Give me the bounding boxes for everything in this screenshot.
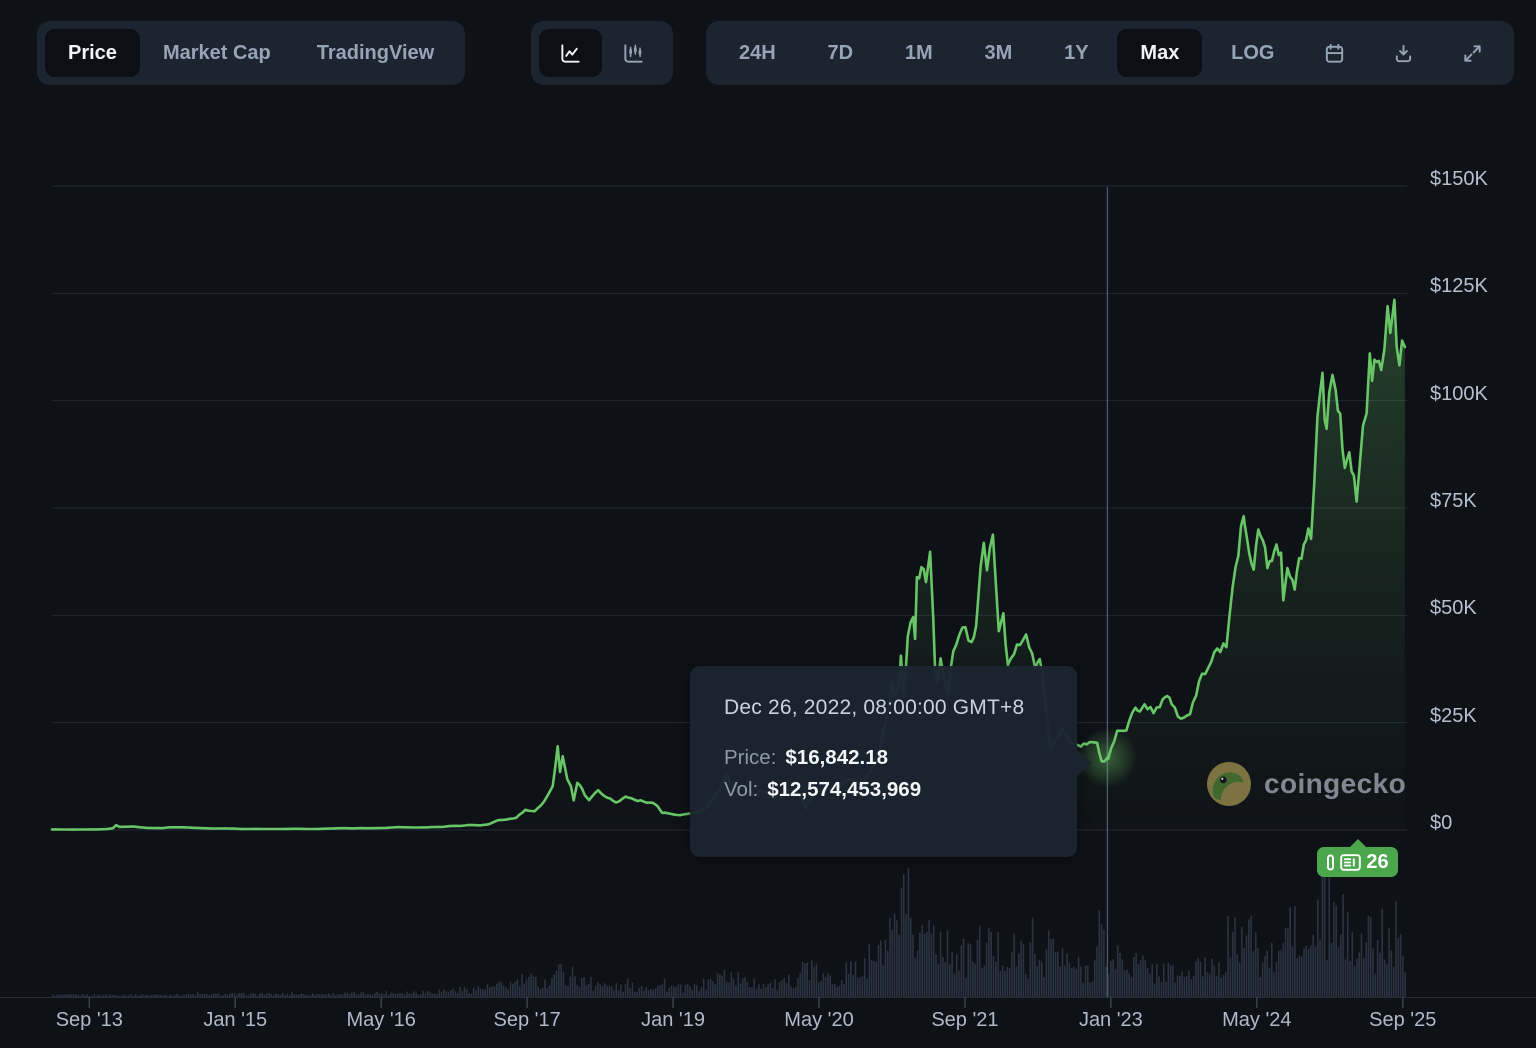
download-button[interactable] <box>1372 29 1435 77</box>
line-chart-button[interactable] <box>539 29 602 77</box>
x-tick-label: Sep '25 <box>1369 1009 1437 1031</box>
y-tick-label: $150K <box>1430 168 1488 190</box>
tooltip-vol-row: Vol: $12,574,453,969 <box>724 778 1077 802</box>
range-24h[interactable]: 24H <box>716 29 799 77</box>
fullscreen-button[interactable] <box>1441 29 1504 77</box>
range-3m[interactable]: 3M <box>962 29 1036 77</box>
expand-icon <box>1464 44 1481 62</box>
tab-tradingview[interactable]: TradingView <box>294 29 457 77</box>
news-count-badge[interactable]: 26 <box>1317 847 1398 877</box>
metric-switcher: Price Market Cap TradingView <box>37 21 466 85</box>
coingecko-wordmark: coingecko <box>1264 768 1407 799</box>
tooltip-vol-label: Vol: <box>724 778 759 801</box>
x-tick-label: Jan '23 <box>1078 1009 1143 1031</box>
tooltip-price-value: $16,842.18 <box>785 746 889 769</box>
x-tick-label: May '24 <box>1222 1009 1292 1031</box>
tooltip-price-row: Price: $16,842.18 <box>724 746 1077 770</box>
line-chart-icon <box>561 43 580 63</box>
x-tick-label: Jan '15 <box>203 1009 268 1031</box>
range-7d[interactable]: 7D <box>805 29 877 77</box>
coingecko-logo-icon <box>1207 762 1251 806</box>
x-tick-label: Sep '17 <box>493 1009 561 1031</box>
date-range-button[interactable] <box>1303 29 1366 77</box>
range-1y[interactable]: 1Y <box>1041 29 1111 77</box>
x-tick-label: May '20 <box>784 1009 854 1031</box>
y-tick-label: $75K <box>1430 490 1477 512</box>
y-tick-label: $100K <box>1430 382 1488 405</box>
candle-mini-icon <box>1327 854 1335 870</box>
tooltip-vol-value: $12,574,453,969 <box>767 778 922 801</box>
range-1m[interactable]: 1M <box>882 29 956 77</box>
candlestick-icon <box>624 43 643 63</box>
y-tick-label: $50K <box>1430 597 1477 620</box>
x-tick-label: Sep '13 <box>55 1009 123 1031</box>
chart-toolbar: Price Market Cap TradingView <box>0 0 1536 100</box>
x-tick-label: May '16 <box>346 1009 416 1031</box>
news-badge-notch <box>1349 839 1367 848</box>
tab-price[interactable]: Price <box>45 29 140 77</box>
x-tick-label: Sep '21 <box>931 1009 999 1031</box>
tooltip-date: Dec 26, 2022, 08:00:00 GMT+8 <box>724 696 1025 719</box>
news-count: 26 <box>1366 850 1389 873</box>
calendar-icon <box>1326 43 1344 63</box>
candlestick-chart-button[interactable] <box>602 29 665 77</box>
tooltip-price-label: Price: <box>724 746 777 769</box>
chart-type-switcher <box>531 21 673 85</box>
download-icon <box>1395 44 1412 62</box>
y-tick-label: $125K <box>1430 275 1488 298</box>
tab-market-cap[interactable]: Market Cap <box>140 29 294 77</box>
y-tick-label: $25K <box>1430 704 1477 727</box>
news-icon <box>1340 853 1362 871</box>
range-max[interactable]: Max <box>1117 29 1203 77</box>
chart-tooltip: Dec 26, 2022, 08:00:00 GMT+8 Price: $16,… <box>690 666 1077 857</box>
tooltip-arrow <box>1076 749 1092 777</box>
log-scale-button[interactable]: LOG <box>1208 29 1297 77</box>
range-switcher: 24H 7D 1M 3M 1Y Max LOG <box>706 21 1514 85</box>
x-tick-label: Jan '19 <box>641 1009 705 1031</box>
coingecko-watermark: coingecko <box>1207 762 1406 806</box>
y-tick-label: $0 <box>1430 812 1453 834</box>
